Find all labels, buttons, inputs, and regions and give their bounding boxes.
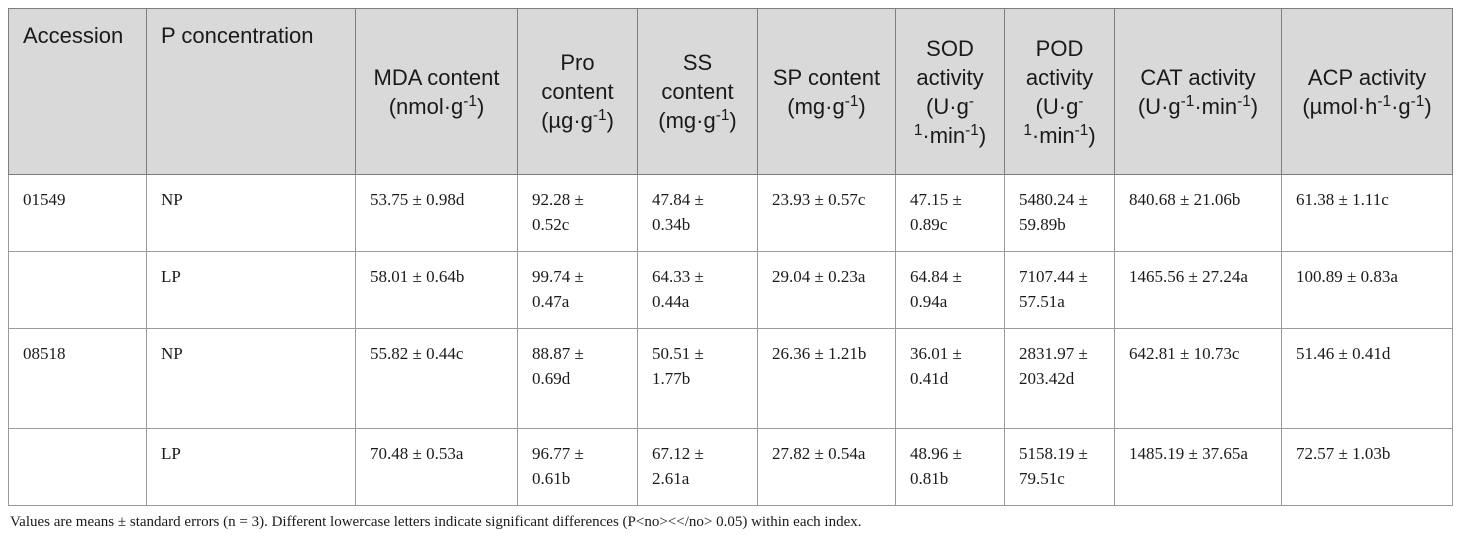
cell-acp: 100.89 ± 0.83a [1281,251,1453,329]
col-header-sp: SP content (mg·g-1) [757,8,896,175]
cell-p-concentration: LP [146,428,356,506]
cell-cat: 1485.19 ± 37.65a [1114,428,1282,506]
cell-pro: 96.77 ± 0.61b [517,428,638,506]
col-header-cat: CAT activity (U·g-1·min-1) [1114,8,1282,175]
cell-ss: 64.33 ± 0.44a [637,251,758,329]
cell-mda: 53.75 ± 0.98d [355,174,518,252]
table-row: 08518 NP 55.82 ± 0.44c 88.87 ± 0.69d 50.… [8,328,1453,429]
col-header-pro: Pro content (µg·g-1) [517,8,638,175]
cell-pro: 99.74 ± 0.47a [517,251,638,329]
cell-sp: 26.36 ± 1.21b [757,328,896,429]
col-header-acp: ACP activity (µmol·h-1·g-1) [1281,8,1453,175]
col-header-pod: POD activity (U·g-1·min-1) [1004,8,1115,175]
cell-accession [8,428,147,506]
cell-mda: 55.82 ± 0.44c [355,328,518,429]
cell-ss: 47.84 ± 0.34b [637,174,758,252]
table-footnote: Values are means ± standard errors (n = … [10,514,862,530]
cell-ss: 67.12 ± 2.61a [637,428,758,506]
cell-sod: 48.96 ± 0.81b [895,428,1005,506]
cell-cat: 840.68 ± 21.06b [1114,174,1282,252]
col-header-ss: SS content (mg·g-1) [637,8,758,175]
cell-sp: 29.04 ± 0.23a [757,251,896,329]
table-row: LP 58.01 ± 0.64b 99.74 ± 0.47a 64.33 ± 0… [8,251,1453,329]
cell-sod: 36.01 ± 0.41d [895,328,1005,429]
col-header-p-concentration: P concentration [146,8,356,175]
cell-p-concentration: NP [146,328,356,429]
cell-sp: 23.93 ± 0.57c [757,174,896,252]
table-row: 01549 NP 53.75 ± 0.98d 92.28 ± 0.52c 47.… [8,174,1453,252]
cell-acp: 51.46 ± 0.41d [1281,328,1453,429]
cell-pod: 5480.24 ± 59.89b [1004,174,1115,252]
cell-pod: 2831.97 ± 203.42d [1004,328,1115,429]
cell-cat: 642.81 ± 10.73c [1114,328,1282,429]
cell-p-concentration: NP [146,174,356,252]
cell-p-concentration: LP [146,251,356,329]
cell-mda: 58.01 ± 0.64b [355,251,518,329]
cell-acp: 72.57 ± 1.03b [1281,428,1453,506]
cell-accession: 08518 [8,328,147,429]
cell-pod: 5158.19 ± 79.51c [1004,428,1115,506]
table-container: Accession P concentration MDA content (n… [8,8,1453,531]
cell-accession: 01549 [8,174,147,252]
cell-ss: 50.51 ± 1.77b [637,328,758,429]
cell-pro: 88.87 ± 0.69d [517,328,638,429]
cell-sp: 27.82 ± 0.54a [757,428,896,506]
col-header-sod: SOD activity (U·g-1·min-1) [895,8,1005,175]
data-table: Accession P concentration MDA content (n… [8,8,1453,506]
col-header-accession: Accession [8,8,147,175]
cell-sod: 64.84 ± 0.94a [895,251,1005,329]
cell-pod: 7107.44 ± 57.51a [1004,251,1115,329]
cell-cat: 1465.56 ± 27.24a [1114,251,1282,329]
cell-pro: 92.28 ± 0.52c [517,174,638,252]
cell-sod: 47.15 ± 0.89c [895,174,1005,252]
cell-acp: 61.38 ± 1.11c [1281,174,1453,252]
cell-accession [8,251,147,329]
table-row: LP 70.48 ± 0.53a 96.77 ± 0.61b 67.12 ± 2… [8,428,1453,506]
cell-mda: 70.48 ± 0.53a [355,428,518,506]
col-header-mda: MDA content (nmol·g-1) [355,8,518,175]
header-row: Accession P concentration MDA content (n… [8,8,1453,175]
